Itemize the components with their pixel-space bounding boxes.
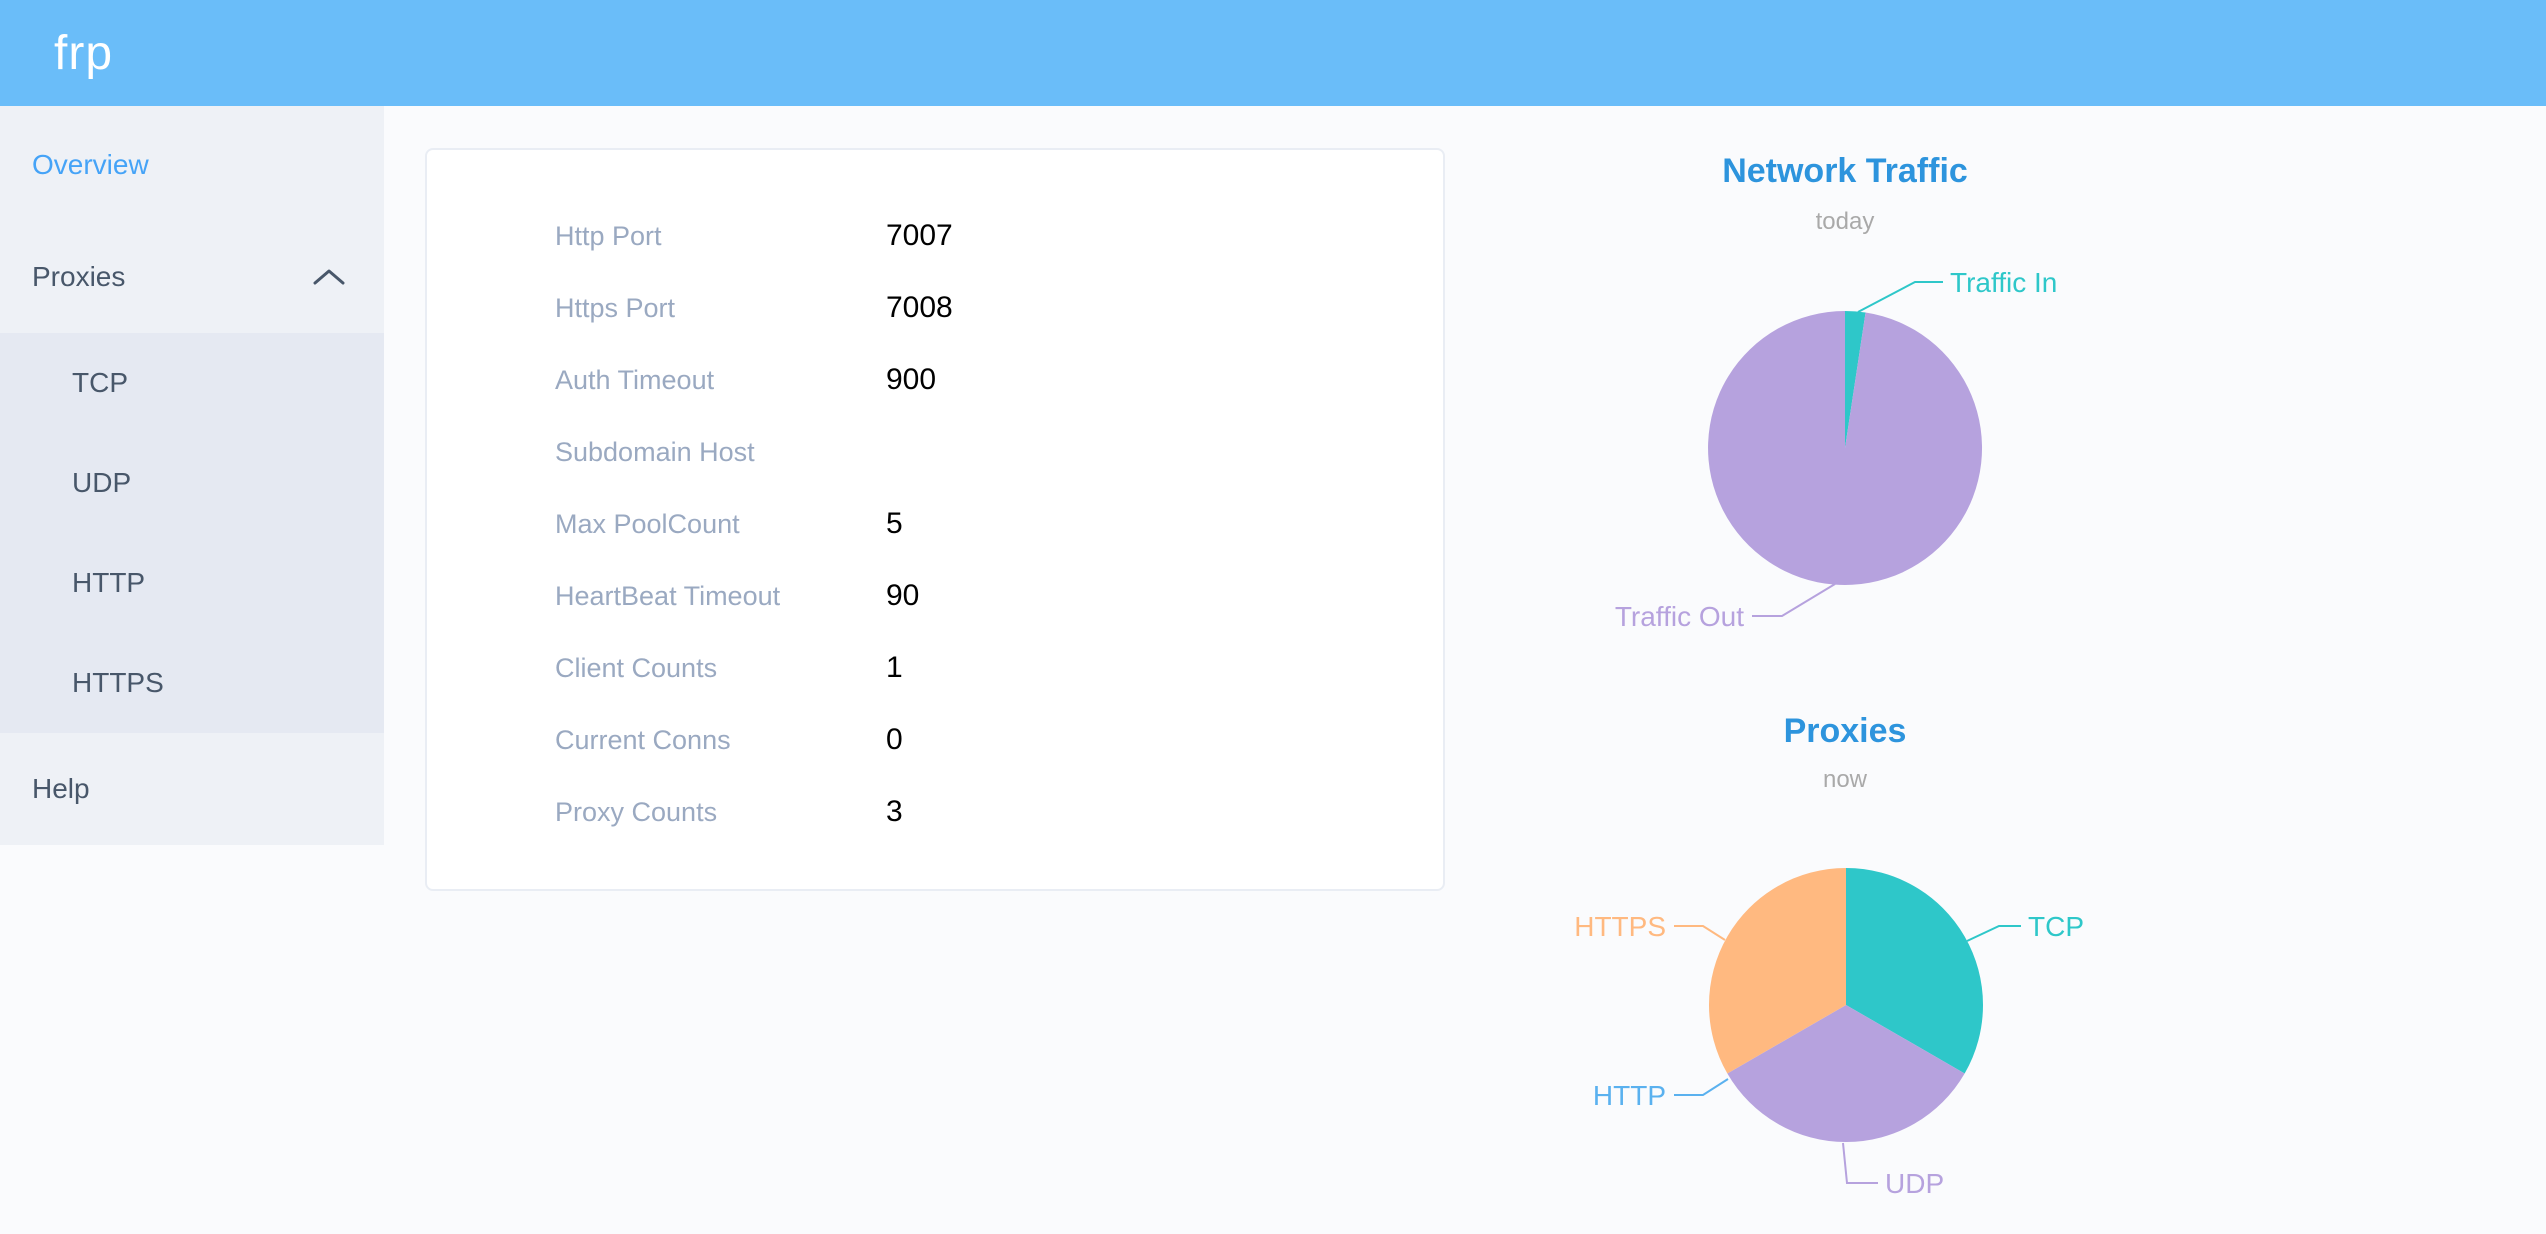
http-leader-line — [1674, 1078, 1729, 1096]
https-leader-line — [1674, 925, 1726, 941]
sidebar: Overview Proxies TCP UDP HTTP HTTPS Help — [0, 106, 384, 845]
sidebar-item-label: UDP — [72, 467, 132, 498]
tcp-label: TCP — [2028, 911, 2084, 942]
traffic-in-label: Traffic In — [1950, 267, 2057, 298]
traffic-out-label: Traffic Out — [1615, 601, 1744, 632]
traffic-out-leader-line — [1752, 583, 1836, 617]
sidebar-item-label: TCP — [72, 367, 128, 398]
field-label: Proxy Counts — [555, 796, 718, 827]
chevron-up-icon — [313, 269, 345, 285]
sidebar-item-help[interactable]: Help — [0, 733, 384, 845]
sidebar-item-label: Proxies — [32, 261, 126, 292]
field-value: 3 — [886, 795, 903, 828]
app-logo: frp — [54, 26, 114, 80]
sidebar-item-label: Overview — [32, 149, 149, 180]
chart-subtitle-network-traffic: today — [1815, 208, 1875, 235]
server-info-row: Max PoolCount 5 — [555, 488, 1443, 560]
field-label: Auth Timeout — [555, 364, 715, 395]
server-info-row: Current Conns 0 — [555, 704, 1443, 776]
field-value: 900 — [886, 363, 937, 396]
server-info-row: HeartBeat Timeout 90 — [555, 560, 1443, 632]
sidebar-item-http[interactable]: HTTP — [0, 533, 384, 633]
proxies-pie-chart: TCP HTTPS HTTP UDP — [1574, 868, 2084, 1199]
sidebar-item-label: HTTP — [72, 567, 146, 598]
chart-subtitle-proxies: now — [1822, 766, 1868, 793]
pie-slice-tcp[interactable] — [1846, 868, 1984, 1074]
chart-title-proxies: Proxies — [1783, 712, 1907, 750]
field-value: 5 — [886, 507, 903, 540]
pie-slice-traffic-out[interactable] — [1708, 311, 1983, 585]
app-header: frp — [0, 0, 2546, 106]
network-traffic-pie-chart: Traffic In Traffic Out — [1615, 267, 2058, 632]
server-info-row: Subdomain Host — [555, 416, 1443, 488]
tcp-leader-line — [1966, 925, 2021, 942]
network-traffic-pie — [1708, 311, 1983, 585]
server-info-row: Http Port 7007 — [555, 200, 1443, 272]
pie-slice-https[interactable] — [1708, 868, 1846, 1074]
field-value: 0 — [886, 723, 903, 756]
sidebar-item-proxies[interactable]: Proxies — [0, 221, 384, 333]
field-value: 7008 — [886, 291, 953, 324]
field-label: HeartBeat Timeout — [555, 580, 781, 611]
sidebar-item-label: HTTPS — [72, 667, 164, 698]
udp-label: UDP — [1885, 1168, 1944, 1199]
http-label: HTTP — [1593, 1080, 1666, 1111]
pie-slice-udp[interactable] — [1727, 1005, 1965, 1143]
field-value: 1 — [886, 651, 903, 684]
chart-title-network-traffic: Network Traffic — [1722, 152, 1968, 190]
field-label: Client Counts — [555, 652, 718, 683]
field-label: Subdomain Host — [555, 436, 755, 467]
field-label: Http Port — [555, 220, 662, 251]
sidebar-item-https[interactable]: HTTPS — [0, 633, 384, 733]
server-info-card: Http Port 7007 Https Port 7008 Auth Timeout 9… — [425, 148, 1445, 891]
server-info-row: Auth Timeout 900 — [555, 344, 1443, 416]
field-value: 90 — [886, 579, 920, 612]
pie-slice-traffic-in[interactable] — [1845, 311, 1866, 448]
sidebar-item-udp[interactable]: UDP — [0, 433, 384, 533]
sidebar-item-tcp[interactable]: TCP — [0, 333, 384, 433]
field-label: Current Conns — [555, 724, 731, 755]
field-value: 7007 — [886, 219, 953, 252]
proxies-pie — [1708, 868, 1984, 1143]
server-info-row: Client Counts 1 — [555, 632, 1443, 704]
proxies-submenu: TCP UDP HTTP HTTPS — [0, 333, 384, 733]
sidebar-item-overview[interactable]: Overview — [0, 109, 384, 221]
sidebar-item-label: Help — [32, 773, 90, 804]
udp-leader-line — [1842, 1142, 1878, 1184]
field-label: Https Port — [555, 292, 676, 323]
server-info-row: Https Port 7008 — [555, 272, 1443, 344]
https-label: HTTPS — [1574, 911, 1666, 942]
traffic-in-leader-line — [1857, 281, 1943, 313]
field-label: Max PoolCount — [555, 508, 740, 539]
server-info-row: Proxy Counts 3 — [555, 776, 1443, 848]
